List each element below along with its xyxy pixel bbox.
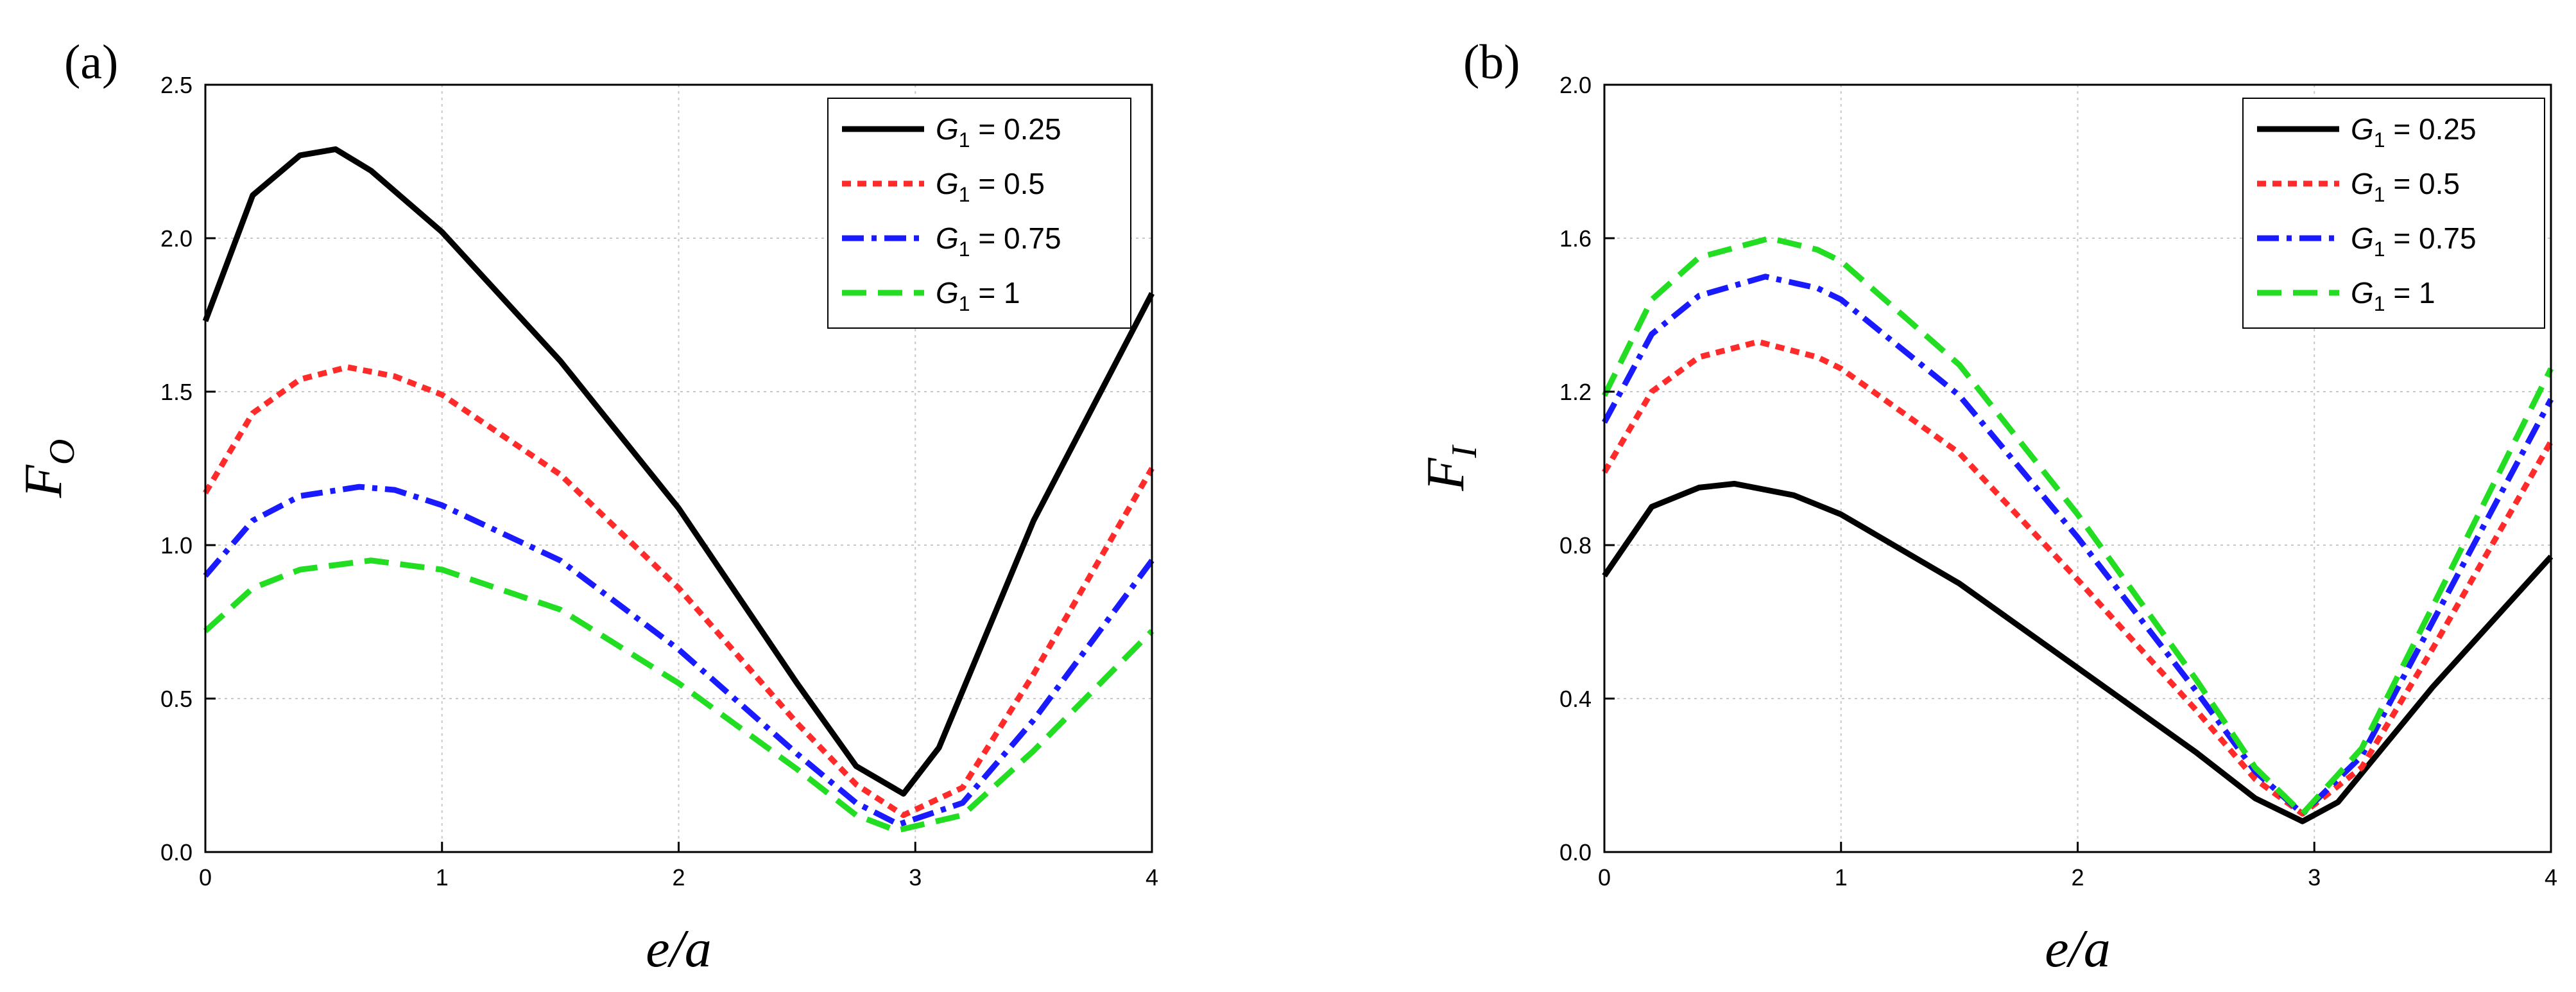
legend-entry-main: G [936, 222, 959, 255]
legend-entry-sub: 1 [959, 128, 970, 152]
y-axis-title: FO [13, 439, 82, 499]
legend-entry-rest: = 0.5 [970, 167, 1045, 200]
y-tick-label: 0.5 [160, 686, 193, 712]
x-tick-label: 2 [672, 864, 685, 891]
x-tick-label: 1 [1835, 864, 1848, 891]
y-axis-title-main: F [1416, 457, 1475, 491]
legend-entry-sub: 1 [959, 183, 970, 206]
x-axis-title: e/a [2045, 919, 2111, 979]
x-tick-label: 0 [199, 864, 212, 891]
y-tick-label: 0.8 [1559, 532, 1592, 559]
legend-entry-sub: 1 [2374, 183, 2385, 206]
legend-entry-label: G1 = 0.25 [936, 112, 1061, 152]
y-tick-label: 1.2 [1559, 379, 1592, 405]
y-tick-label: 1.0 [160, 532, 193, 559]
legend-entry-main: G [2351, 276, 2374, 309]
legend-entry-main: G [936, 167, 959, 200]
legend-entry-main: G [936, 112, 959, 146]
y-tick-label: 0.0 [1559, 839, 1592, 866]
legend-entry-label: G1 = 0.25 [2351, 112, 2477, 152]
legend-entry-label: G1 = 0.75 [936, 222, 1061, 261]
y-tick-label: 1.6 [1559, 225, 1592, 252]
y-tick-label: 2.0 [160, 225, 193, 252]
panel-label: (a) [64, 35, 118, 89]
legend-entry-label: G1 = 0.5 [936, 167, 1045, 206]
y-axis-title: FI [1416, 444, 1484, 491]
series-line [1602, 480, 2554, 824]
x-tick-label: 4 [1146, 864, 1158, 891]
legend-entry-sub: 1 [959, 292, 970, 315]
legend-entry-rest: = 0.5 [2385, 167, 2460, 200]
x-tick-label: 1 [436, 864, 449, 891]
legend-entry-label: G1 = 1 [2351, 276, 2435, 315]
series-line [202, 146, 1155, 797]
legend-box [2242, 98, 2545, 329]
legend-entry-sub: 1 [959, 238, 970, 261]
y-axis-title-main: F [13, 464, 73, 498]
legend-entry-label: G1 = 1 [936, 276, 1020, 315]
y-tick-label: 2.5 [160, 72, 193, 98]
y-tick-label: 1.5 [160, 379, 193, 405]
legend-entry-label: G1 = 0.5 [2351, 167, 2460, 206]
legend-entry-sub: 1 [2374, 128, 2385, 152]
legend-entry-main: G [2351, 222, 2374, 255]
y-axis-title-sub: O [42, 439, 82, 465]
legend-box [827, 98, 1131, 329]
x-tick-label: 3 [909, 864, 922, 891]
legend-entry-rest: = 1 [2385, 276, 2435, 309]
y-axis-title-sub: I [1445, 444, 1484, 458]
y-tick-label: 0.4 [1559, 686, 1592, 712]
x-tick-label: 3 [2308, 864, 2321, 891]
x-tick-label: 4 [2545, 864, 2557, 891]
series-line [203, 483, 1155, 828]
x-tick-label: 0 [1598, 864, 1611, 891]
legend-entry-rest: = 0.75 [970, 222, 1061, 255]
panel-label: (b) [1463, 35, 1520, 89]
series-line [1602, 338, 2554, 817]
legend-entry-label: G1 = 0.75 [2351, 222, 2477, 261]
legend-entry-sub: 1 [2374, 238, 2385, 261]
series-line [203, 557, 1155, 833]
x-tick-label: 2 [2071, 864, 2084, 891]
series-line [1602, 274, 2554, 817]
y-tick-label: 2.0 [1559, 72, 1592, 98]
legend-entry-rest: = 0.75 [2385, 222, 2477, 255]
x-axis-title: e/a [646, 919, 712, 979]
legend-entry-sub: 1 [2374, 292, 2385, 315]
legend-entry-main: G [2351, 112, 2374, 146]
legend-entry-rest: = 1 [970, 276, 1020, 309]
legend-entry-main: G [2351, 167, 2374, 200]
legend-entry-rest: = 0.25 [2385, 112, 2477, 146]
series-line [203, 364, 1155, 819]
series-line [1601, 235, 2554, 817]
y-tick-label: 0.0 [160, 839, 193, 866]
legend-entry-main: G [936, 276, 959, 309]
legend-entry-rest: = 0.25 [970, 112, 1061, 146]
